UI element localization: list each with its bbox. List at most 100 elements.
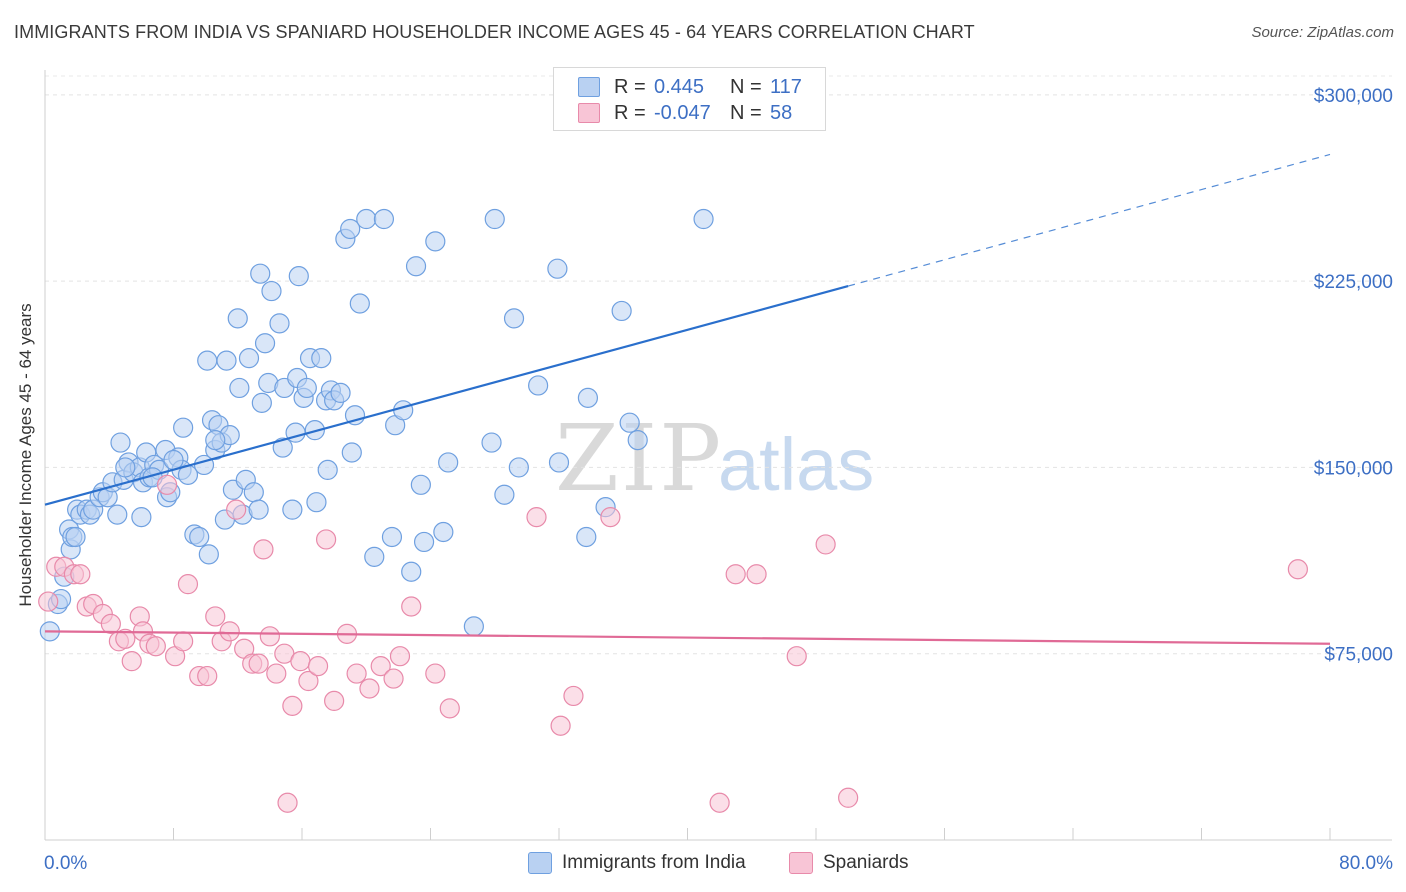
india-point — [198, 544, 219, 565]
source-label: Source: ZipAtlas.com — [1251, 24, 1394, 41]
legend-n-value: 117 — [770, 75, 802, 98]
y-tick-label: $300,000 — [1314, 86, 1393, 107]
india-point — [205, 429, 226, 451]
spaniard-point — [439, 698, 460, 719]
spaniard-point — [115, 628, 136, 649]
india-point — [627, 429, 648, 451]
india-point — [349, 293, 370, 314]
india-point — [425, 231, 446, 252]
spaniard-point — [315, 529, 337, 550]
spaniard-point — [70, 564, 91, 585]
india-point — [250, 263, 271, 284]
india-point — [413, 531, 435, 553]
y-tick-label: $225,000 — [1314, 272, 1393, 293]
india-point — [288, 266, 309, 287]
spaniard-point — [370, 656, 391, 677]
india-point — [405, 256, 427, 277]
spaniard-point — [324, 690, 345, 712]
india-point — [547, 258, 568, 279]
spaniard-point — [205, 606, 226, 627]
india-point — [401, 561, 422, 582]
spaniard-point — [307, 656, 329, 677]
india-point — [508, 457, 529, 478]
spaniard-point — [838, 787, 859, 808]
india-point — [311, 348, 332, 369]
y-tick-label: $150,000 — [1314, 458, 1393, 479]
spaniard-point — [600, 506, 621, 528]
spaniard-trendline — [44, 630, 1331, 645]
spaniard-point — [425, 663, 446, 684]
spaniard-point — [550, 715, 571, 736]
india-point — [481, 432, 502, 453]
spaniard-point — [173, 631, 194, 652]
india-point — [317, 459, 338, 481]
india-point — [619, 412, 640, 433]
india-point — [433, 521, 454, 543]
spaniard-point — [100, 613, 121, 635]
spaniard-point — [815, 534, 836, 555]
legend-r-value: 0.445 — [654, 75, 705, 98]
spaniard-point — [253, 539, 274, 560]
spaniard-point — [746, 564, 767, 585]
india-point — [251, 392, 272, 413]
watermark-atlas: atlas — [718, 423, 874, 506]
india-point — [393, 400, 414, 421]
spaniard-point — [145, 636, 166, 657]
legend-n-label: N = — [730, 75, 762, 98]
legend-label-india: Immigrants from India — [562, 852, 746, 873]
india-point — [410, 474, 431, 495]
india-trendline — [44, 285, 849, 506]
spaniard-point — [219, 621, 240, 642]
spaniard-point — [563, 685, 584, 707]
india-point — [216, 350, 237, 371]
spaniard-point — [526, 506, 547, 528]
chart-title: IMMIGRANTS FROM INDIA VS SPANIARD HOUSEH… — [14, 22, 975, 42]
spaniard-point — [259, 626, 280, 647]
spaniard-point — [1287, 559, 1308, 580]
india-point — [494, 484, 515, 505]
india-point — [254, 333, 276, 354]
spaniard-point — [725, 564, 746, 585]
spaniard-point — [177, 574, 199, 595]
spaniard-point — [266, 663, 287, 684]
india-point — [107, 504, 128, 525]
india-point — [197, 350, 218, 371]
legend-swatch-india — [528, 852, 552, 874]
x-tick-label: 0.0% — [44, 853, 87, 874]
spaniard-point — [282, 695, 303, 716]
india-point — [548, 452, 570, 473]
india-point — [131, 506, 152, 528]
india-point — [381, 526, 403, 548]
india-point — [65, 526, 86, 548]
spaniard-point — [389, 646, 411, 667]
india-point — [248, 499, 269, 520]
legend-n-label: N = — [730, 101, 762, 124]
legend-r-label: R = — [614, 101, 646, 124]
legend-item-spaniards: Spaniards — [789, 852, 909, 874]
y-tick-label: $75,000 — [1324, 645, 1393, 666]
india-point — [503, 308, 525, 329]
india-point — [693, 208, 714, 230]
y-axis-label: Householder Income Ages 45 - 64 years — [16, 303, 35, 607]
india-point — [330, 382, 351, 404]
india-point — [438, 452, 459, 473]
spaniard-point — [383, 668, 404, 689]
india-point — [261, 280, 282, 302]
india-point — [340, 218, 361, 240]
india-point — [229, 377, 250, 399]
india-trendline-extension — [847, 153, 1331, 287]
spaniard-point — [298, 670, 319, 692]
legend-label-spaniards: Spaniards — [823, 852, 909, 873]
x-tick-label: 80.0% — [1339, 853, 1393, 874]
india-point — [243, 482, 264, 503]
india-point — [528, 375, 549, 396]
spaniard-point — [359, 678, 380, 699]
legend-row-india: R = 0.445 N = 117 — [578, 74, 802, 100]
india-point — [163, 449, 184, 471]
india-point — [576, 526, 597, 548]
india-point — [484, 208, 505, 230]
india-point — [282, 499, 303, 520]
legend-r-label: R = — [614, 75, 646, 98]
spaniard-point — [248, 653, 269, 674]
